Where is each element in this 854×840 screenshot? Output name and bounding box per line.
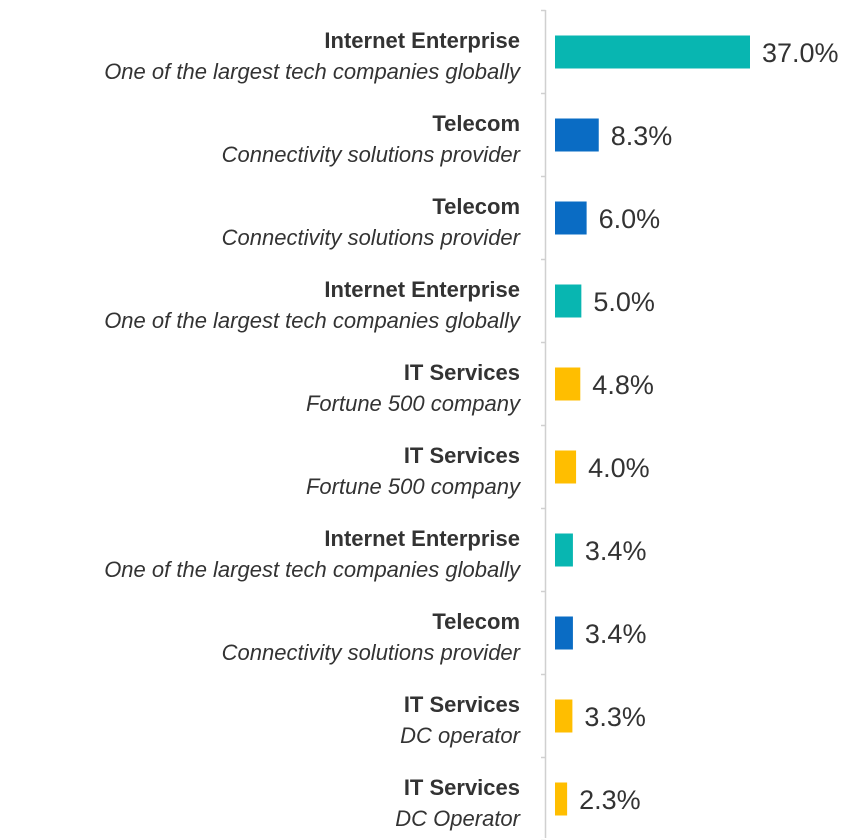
category-title: Internet Enterprise (324, 277, 520, 302)
category-title: Telecom (432, 609, 520, 634)
category-title: Telecom (432, 111, 520, 136)
category-title: IT Services (404, 443, 520, 468)
category-subtitle: Connectivity solutions provider (222, 640, 522, 665)
category-title: IT Services (404, 775, 520, 800)
bar (555, 284, 582, 318)
value-label: 4.8% (592, 370, 654, 400)
category-subtitle: Connectivity solutions provider (222, 142, 522, 167)
value-label: 8.3% (611, 121, 673, 151)
category-subtitle: Fortune 500 company (306, 391, 522, 416)
value-label: 4.0% (588, 453, 650, 483)
value-label: 3.3% (584, 702, 646, 732)
bar (555, 118, 599, 152)
category-subtitle: Connectivity solutions provider (222, 225, 522, 250)
category-title: IT Services (404, 360, 520, 385)
category-subtitle: DC Operator (395, 806, 521, 831)
bar (555, 616, 573, 650)
value-label: 5.0% (593, 287, 655, 317)
bar-row: IT Services Fortune 500 company 4.8% (306, 360, 654, 416)
bar-row: Internet Enterprise One of the largest te… (104, 277, 655, 333)
bar (555, 699, 573, 733)
category-subtitle: One of the largest tech companies global… (104, 59, 522, 84)
bar (555, 782, 568, 816)
category-title: IT Services (404, 692, 520, 717)
category-title: Internet Enterprise (324, 28, 520, 53)
value-label: 3.4% (585, 619, 647, 649)
bar-row: IT Services DC Operator 2.3% (395, 775, 640, 831)
category-subtitle: One of the largest tech companies global… (104, 308, 522, 333)
value-label: 2.3% (579, 785, 641, 815)
value-label: 6.0% (599, 204, 661, 234)
category-title: Telecom (432, 194, 520, 219)
bar-row: Telecom Connectivity solutions provider 6.… (222, 194, 661, 250)
bar-row: Internet Enterprise One of the largest te… (104, 526, 646, 582)
category-subtitle: One of the largest tech companies global… (104, 557, 522, 582)
value-label: 37.0% (762, 38, 839, 68)
bar-row: IT Services Fortune 500 company 4.0% (306, 443, 650, 499)
bar-row: Telecom Connectivity solutions provider 8.… (222, 111, 673, 167)
bar (555, 35, 750, 69)
bar-row: Telecom Connectivity solutions provider 3.… (222, 609, 647, 665)
bar-row: Internet Enterprise One of the largest te… (104, 28, 838, 84)
value-label: 3.4% (585, 536, 647, 566)
bar-row: IT Services DC operator 3.3% (400, 692, 646, 748)
category-subtitle: Fortune 500 company (306, 474, 522, 499)
bar (555, 201, 587, 235)
bar (555, 450, 577, 484)
category-title: Internet Enterprise (324, 526, 520, 551)
category-subtitle: DC operator (400, 723, 522, 748)
bar (555, 533, 573, 567)
bar (555, 367, 581, 401)
